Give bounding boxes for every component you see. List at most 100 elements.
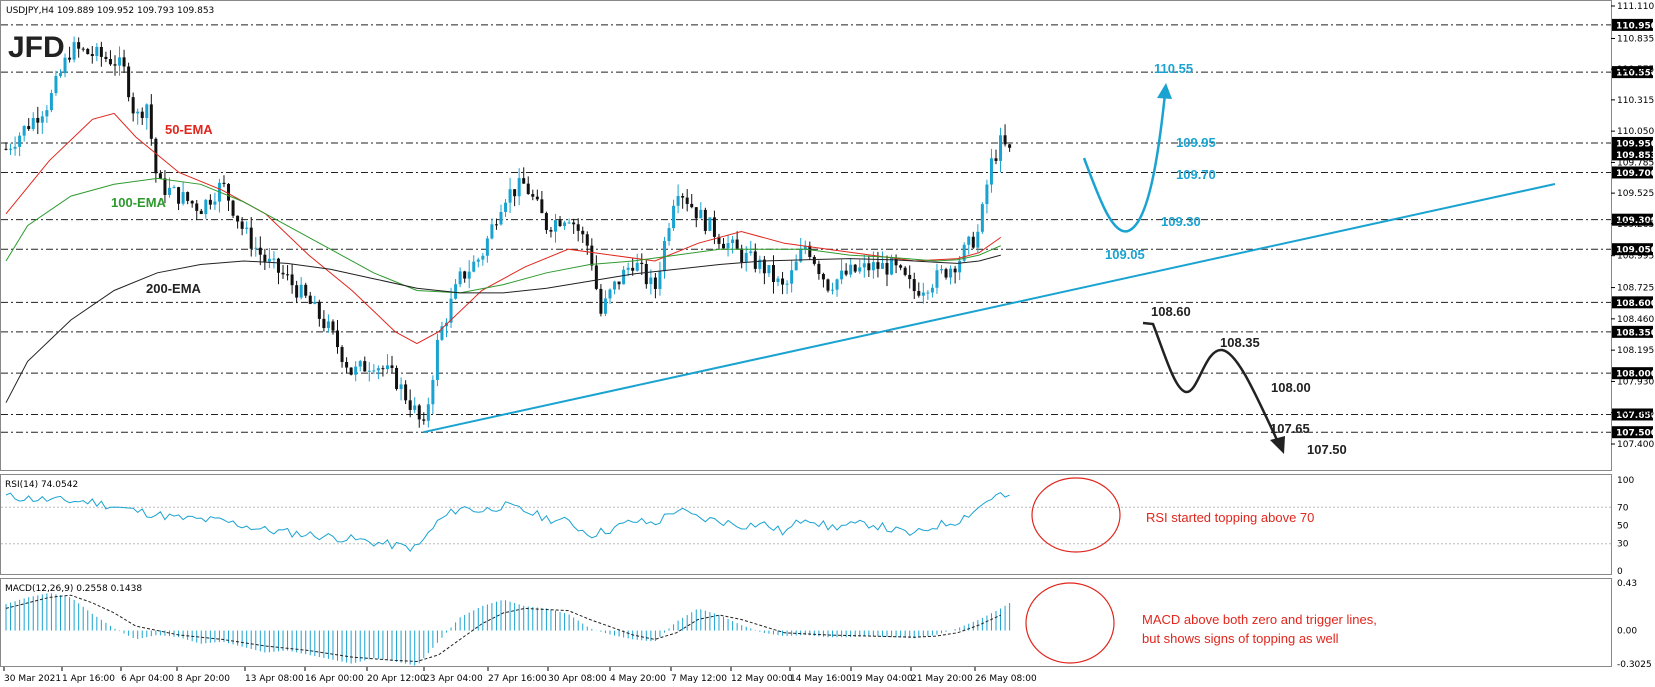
ema-lines [5, 112, 1002, 403]
candle-bear [494, 224, 498, 226]
level-108-60-label: 108.60 [1151, 304, 1191, 319]
price-tick-label: 110.315 [1617, 96, 1654, 106]
current-price-label: 109.853 [1616, 151, 1655, 161]
candle-bull [989, 158, 993, 185]
time-tick-label: 20 Apr 12:00 [367, 674, 426, 684]
candle-bear [681, 196, 685, 198]
candle-bull [803, 245, 807, 250]
candle-bull [49, 93, 53, 111]
level-109-05-label: 109.05 [1105, 247, 1145, 262]
candle-bull [413, 405, 417, 410]
candle-bull [649, 277, 653, 285]
candle-bull [45, 110, 49, 117]
candle-bear [395, 367, 399, 390]
candle-bear [894, 257, 898, 266]
candle-bear [640, 262, 644, 265]
level-box-label: 109.300 [1616, 216, 1655, 226]
candle-bear [90, 54, 94, 57]
candle-bull [635, 262, 639, 271]
candle-bull [204, 199, 208, 215]
candle-bear [317, 301, 321, 319]
candle-bull [967, 236, 971, 245]
candle-bull [95, 46, 99, 57]
macd-indicator: 0.43 0.00 -0.3025 [5, 579, 1652, 670]
candle-bear [753, 251, 757, 269]
candle-bear [127, 66, 131, 98]
candle-bear [817, 263, 821, 274]
candle-bear [163, 178, 167, 195]
level-107-50-label: 107.50 [1307, 442, 1347, 457]
candle-bear [304, 284, 308, 296]
candle-bull [58, 73, 62, 76]
candle-bull [490, 224, 494, 239]
level-box-label: 110.950 [1616, 21, 1655, 31]
ema200-label: 200-EMA [146, 281, 202, 296]
candle-bear [540, 199, 544, 214]
bearish-arrowhead [1270, 436, 1285, 454]
candle-bear [36, 117, 40, 123]
rsi-line [5, 491, 1010, 553]
candle-bear [390, 365, 394, 368]
level-box-label: 108.000 [1616, 370, 1655, 380]
candle-bear [549, 229, 553, 232]
candle-bear [463, 271, 467, 279]
macd-tick-label: 0.43 [1617, 579, 1637, 589]
candle-bear [590, 245, 594, 266]
price-tick-label: 107.930 [1617, 377, 1654, 387]
candle-bear [694, 207, 698, 219]
candle-bull [458, 271, 462, 285]
level-box [1612, 18, 1653, 31]
candle-bear [762, 259, 766, 274]
level-box-label: 108.600 [1616, 299, 1655, 309]
candle-bear [944, 269, 948, 278]
time-tick-label: 30 Apr 08:00 [548, 674, 607, 684]
candle-bear [576, 224, 580, 231]
candle-bear [349, 367, 353, 375]
bearish-path [1142, 321, 1280, 443]
candle-bear [276, 258, 280, 273]
candle-bear [140, 111, 144, 119]
time-tick-label: 14 May 16:00 [790, 674, 852, 684]
candle-bear [771, 265, 775, 282]
macd-highlight-circle [1025, 582, 1115, 664]
candle-bull [54, 75, 58, 94]
candle-bear [594, 265, 598, 289]
candle-bull [454, 284, 458, 299]
candle-bear [585, 234, 589, 246]
time-tick-label: 19 May 04:00 [851, 674, 913, 684]
candle-bear [953, 268, 957, 273]
candle-bear [295, 285, 299, 298]
macd-note-line-2: but shows signs of topping as well [1142, 631, 1339, 646]
candle-bull [858, 267, 862, 272]
candle-bull [508, 189, 512, 203]
candle-bull [708, 217, 712, 231]
candle-bear [781, 278, 785, 285]
level-box-label: 109.700 [1616, 169, 1655, 179]
rsi-panel[interactable] [0, 474, 1612, 575]
candle-bear [912, 279, 916, 292]
level-box-label: 107.500 [1616, 429, 1655, 439]
candle-bull [626, 267, 630, 270]
candle-bull [31, 117, 35, 130]
candle-bear [599, 288, 603, 314]
candle-bull [172, 187, 176, 189]
candle-bear [336, 330, 340, 348]
scenario-paths [1082, 83, 1285, 454]
time-tick-label: 6 Apr 04:00 [121, 674, 174, 684]
price-tick-label: 110.575 [1617, 65, 1654, 75]
price-tick-label: 108.195 [1617, 346, 1654, 356]
candle-bear [363, 361, 367, 372]
time-tick-label: 8 Apr 20:00 [177, 674, 230, 684]
price-tick-label: 111.110 [1617, 2, 1654, 12]
candle-bull [676, 196, 680, 206]
candle-bear [68, 57, 72, 60]
time-tick-label: 12 May 00:00 [731, 674, 793, 684]
current-price-box [1612, 148, 1653, 161]
level-108-00-label: 108.00 [1271, 380, 1311, 395]
macd-note-line-1: MACD above both zero and trigger lines, [1142, 612, 1377, 627]
candle-bull [435, 339, 439, 380]
level-box [1612, 408, 1653, 421]
price-panel[interactable] [0, 0, 1612, 471]
price-tick-label: 109.525 [1617, 189, 1654, 199]
candle-bear [340, 347, 344, 362]
